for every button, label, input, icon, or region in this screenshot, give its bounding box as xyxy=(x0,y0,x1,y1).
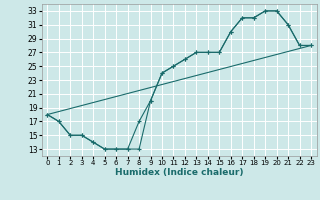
X-axis label: Humidex (Indice chaleur): Humidex (Indice chaleur) xyxy=(115,168,244,177)
